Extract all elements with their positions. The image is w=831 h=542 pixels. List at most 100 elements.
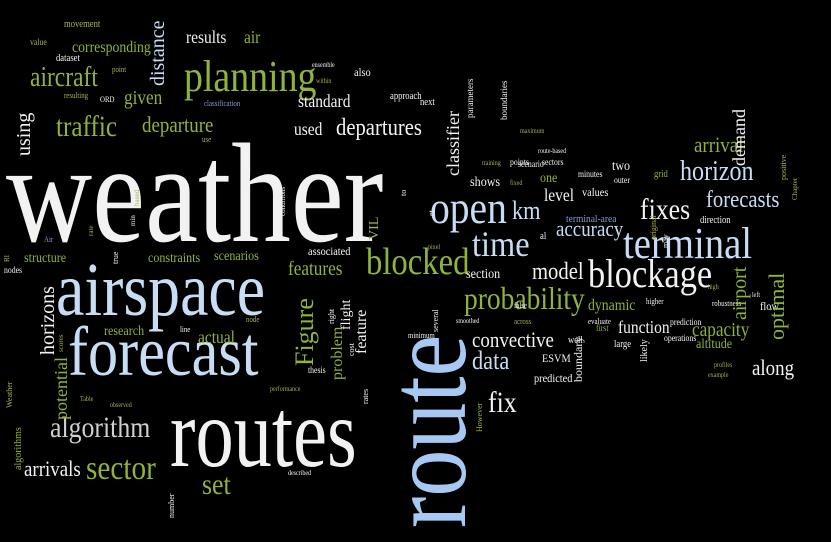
- word-several: several: [431, 309, 440, 332]
- word-algorithm: algorithm: [50, 411, 151, 444]
- word-described: described: [288, 469, 312, 477]
- word-right: right: [327, 308, 336, 324]
- word-route: route: [366, 334, 490, 528]
- word-thesis: thesis: [308, 365, 326, 375]
- word-sector: sector: [86, 450, 156, 487]
- word-level: level: [544, 185, 575, 205]
- word-fixed: fixed: [510, 179, 523, 187]
- word-original: original: [649, 215, 658, 240]
- word-value: value: [30, 37, 47, 47]
- word-likely: likely: [639, 339, 650, 362]
- word-profiles: profiles: [714, 361, 733, 369]
- word-et: et: [427, 210, 436, 216]
- word-maximum: maximum: [520, 127, 545, 135]
- word-structure: structure: [24, 251, 67, 266]
- word-flow: flow: [760, 299, 779, 313]
- word-boundary: boundary: [571, 336, 585, 382]
- word-sectors: sectors: [542, 157, 564, 167]
- word-movement: movement: [64, 19, 101, 30]
- word-first: first: [596, 323, 609, 333]
- word-constraints: constraints: [148, 251, 201, 266]
- word-problem: problem: [329, 326, 346, 380]
- word-observed: observed: [110, 401, 132, 409]
- word-air: air: [244, 27, 261, 47]
- word-dataset: dataset: [56, 53, 80, 64]
- word-line: line: [180, 325, 191, 334]
- word-RI: RI: [3, 255, 11, 262]
- word-convective: convective: [472, 327, 554, 352]
- word-resulting: resulting: [64, 91, 89, 100]
- word-high: high: [708, 283, 719, 291]
- word-data: data: [472, 346, 510, 375]
- word-using: using: [13, 112, 35, 156]
- word-aircraft: aircraft: [30, 62, 98, 93]
- word-rates: rates: [361, 388, 370, 404]
- word-dynamic: dynamic: [588, 297, 636, 314]
- word-direction: direction: [700, 215, 731, 226]
- word-true: true: [111, 251, 120, 264]
- word-given: given: [124, 87, 163, 109]
- word-boundaries: boundaries: [499, 80, 509, 121]
- word-operations: operations: [664, 333, 697, 343]
- word-research: research: [104, 324, 145, 339]
- word-values: values: [582, 185, 609, 199]
- word-conditions: conditions: [279, 186, 287, 216]
- word-min: min: [129, 215, 137, 226]
- word-higher: higher: [646, 297, 664, 306]
- word-associated: associated: [308, 244, 351, 258]
- word-minutes: minutes: [578, 169, 603, 179]
- word-left: left: [752, 291, 761, 299]
- word-demand: demand: [729, 109, 749, 166]
- word-arrivals: arrivals: [24, 456, 81, 481]
- word-open: open: [430, 182, 507, 233]
- word-routes: routes: [170, 380, 357, 488]
- word-feature: feature: [353, 309, 370, 354]
- word-performance: performance: [270, 385, 301, 393]
- word-terminal: terminal: [623, 219, 753, 268]
- word-number: number: [167, 493, 176, 518]
- word-However: However: [475, 402, 484, 432]
- word-scenarios: scenarios: [214, 249, 259, 264]
- word-departures: departures: [336, 115, 422, 141]
- word-corresponding: corresponding: [72, 39, 151, 56]
- word-optimal: optimal: [764, 272, 789, 340]
- word-evaluate: evaluate: [588, 317, 611, 326]
- word-terminal-area: terminal-area: [566, 213, 617, 225]
- word-weather: weather: [6, 114, 384, 272]
- word-accuracy: accuracy: [556, 216, 624, 241]
- word-minimum: minimum: [408, 331, 435, 340]
- word-set: set: [202, 468, 231, 501]
- word-within: within: [316, 77, 332, 85]
- word-predicted: predicted: [534, 371, 573, 385]
- word-forecasts: forecasts: [706, 187, 780, 213]
- word-route-based: route-based: [538, 147, 567, 155]
- word-horizon: horizon: [680, 156, 754, 187]
- word-chapter: Chapter: [791, 177, 799, 200]
- word-well: well: [568, 335, 583, 346]
- word-airport: airport: [729, 266, 751, 320]
- word-forecast: forecast: [68, 314, 259, 391]
- word-distance: distance: [147, 20, 169, 86]
- word-use: use: [202, 135, 212, 144]
- word-planning: planning: [184, 52, 317, 101]
- word-blocked: blocked: [366, 241, 470, 283]
- word-smoothed: smoothed: [456, 317, 480, 325]
- word-departure: departure: [142, 112, 214, 137]
- word-al: al: [540, 231, 547, 242]
- word-across: across: [514, 317, 532, 326]
- word-shows: shows: [470, 175, 501, 190]
- word-section: section: [466, 267, 501, 282]
- word-may: may: [661, 234, 670, 248]
- word-Air: Air: [44, 235, 54, 244]
- word-rate: rate: [87, 225, 95, 237]
- word-VIL: VIL: [367, 216, 382, 240]
- word-potential: potential: [51, 357, 71, 420]
- word-model: model: [532, 259, 584, 285]
- word-robustness: robustness: [712, 299, 742, 308]
- word-scores: scores: [57, 334, 65, 353]
- word-results: results: [186, 27, 227, 47]
- word-blockage: blockage: [588, 251, 713, 296]
- word-actual: actual: [198, 327, 235, 347]
- word-prediction: prediction: [670, 317, 702, 327]
